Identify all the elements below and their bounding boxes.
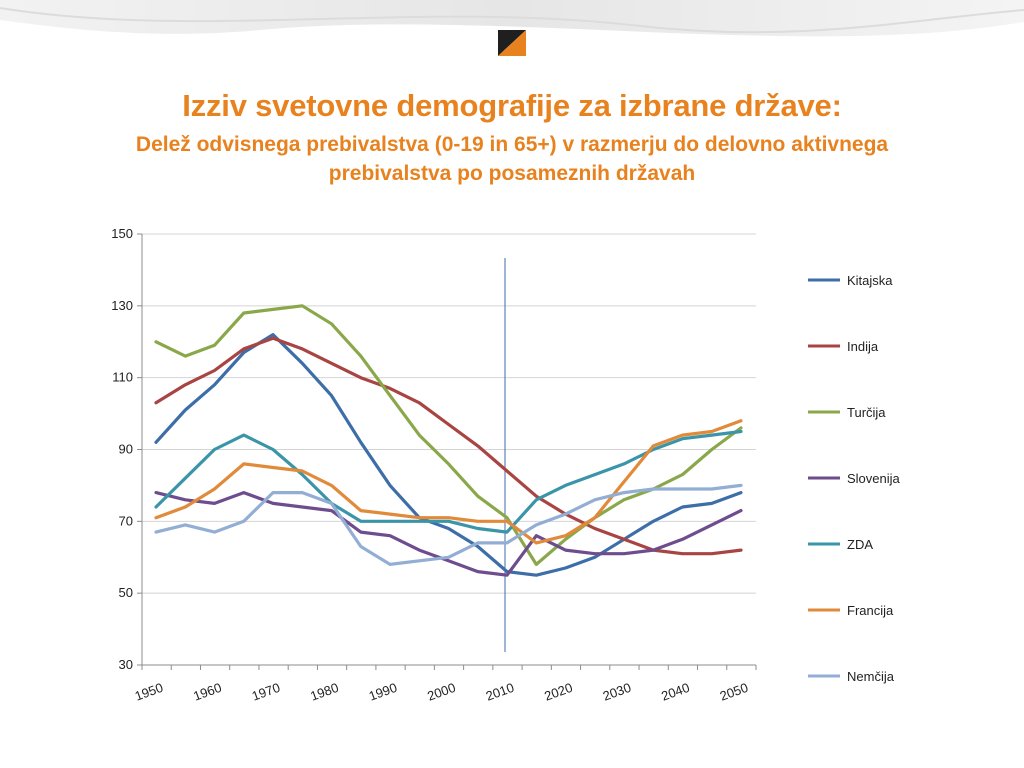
title-block: Izziv svetovne demografije za izbrane dr… — [0, 88, 1024, 188]
x-tick-label-2020: 2020 — [542, 680, 574, 704]
x-tick-label-1950: 1950 — [133, 680, 165, 704]
logo-icon — [496, 28, 528, 58]
x-axis-ticks: 1950 1960 1970 1980 1990 2000 2010 2020 2030 2040… — [133, 665, 757, 704]
x-tick-label-2000: 2000 — [425, 680, 457, 704]
series-line-kitajska — [154, 333, 743, 577]
y-tick-label-90: 90 — [119, 442, 133, 457]
legend-item-slovenija: Slovenija — [808, 471, 901, 486]
legend-label: Francija — [847, 603, 894, 618]
y-tick-label-130: 130 — [111, 298, 133, 313]
legend-item-nemčija: Nemčija — [808, 669, 895, 684]
header-swoosh-decoration — [0, 0, 1024, 70]
series-line-turčija — [154, 304, 743, 567]
legend-label: Slovenija — [847, 471, 901, 486]
legend-label: Turčija — [847, 405, 886, 420]
slide-title: Izziv svetovne demografije za izbrane dr… — [182, 88, 842, 123]
legend-label: ZDA — [847, 537, 873, 552]
legend: Kitajska Indija Turčija Slovenija ZDA Francij… — [808, 273, 901, 684]
y-tick-label-150: 150 — [111, 226, 133, 241]
x-tick-label-1960: 1960 — [191, 680, 223, 704]
y-tick-label-70: 70 — [119, 513, 133, 528]
legend-label: Kitajska — [847, 273, 893, 288]
y-tick-label-50: 50 — [119, 585, 133, 600]
x-tick-label-2050: 2050 — [718, 680, 750, 704]
legend-item-turčija: Turčija — [808, 405, 886, 420]
legend-item-zda: ZDA — [808, 537, 873, 552]
series-line-nemčija — [154, 483, 743, 567]
series-line-indija — [154, 336, 743, 556]
y-tick-label-30: 30 — [119, 657, 133, 672]
legend-label: Nemčija — [847, 669, 895, 684]
series-line-slovenija — [154, 491, 743, 577]
series-line-zda — [154, 429, 743, 534]
series-lines — [154, 304, 743, 577]
x-tick-label-2040: 2040 — [659, 680, 691, 704]
series-line-francija — [154, 419, 743, 545]
x-tick-label-1980: 1980 — [308, 680, 340, 704]
x-tick-label-1970: 1970 — [250, 680, 282, 704]
gridlines — [142, 233, 756, 666]
legend-item-indija: Indija — [808, 339, 879, 354]
legend-item-kitajska: Kitajska — [808, 273, 893, 288]
x-tick-label-2010: 2010 — [484, 680, 516, 704]
legend-label: Indija — [847, 339, 879, 354]
legend-item-francija: Francija — [808, 603, 894, 618]
y-tick-label-110: 110 — [112, 370, 133, 385]
x-tick-label-1990: 1990 — [367, 680, 399, 704]
x-tick-label-2030: 2030 — [601, 680, 633, 704]
slide-subtitle: Delež odvisnega prebivalstva (0-19 in 65… — [135, 133, 889, 185]
y-axis-ticks: 30 50 70 90 110 130 150 — [111, 226, 142, 672]
